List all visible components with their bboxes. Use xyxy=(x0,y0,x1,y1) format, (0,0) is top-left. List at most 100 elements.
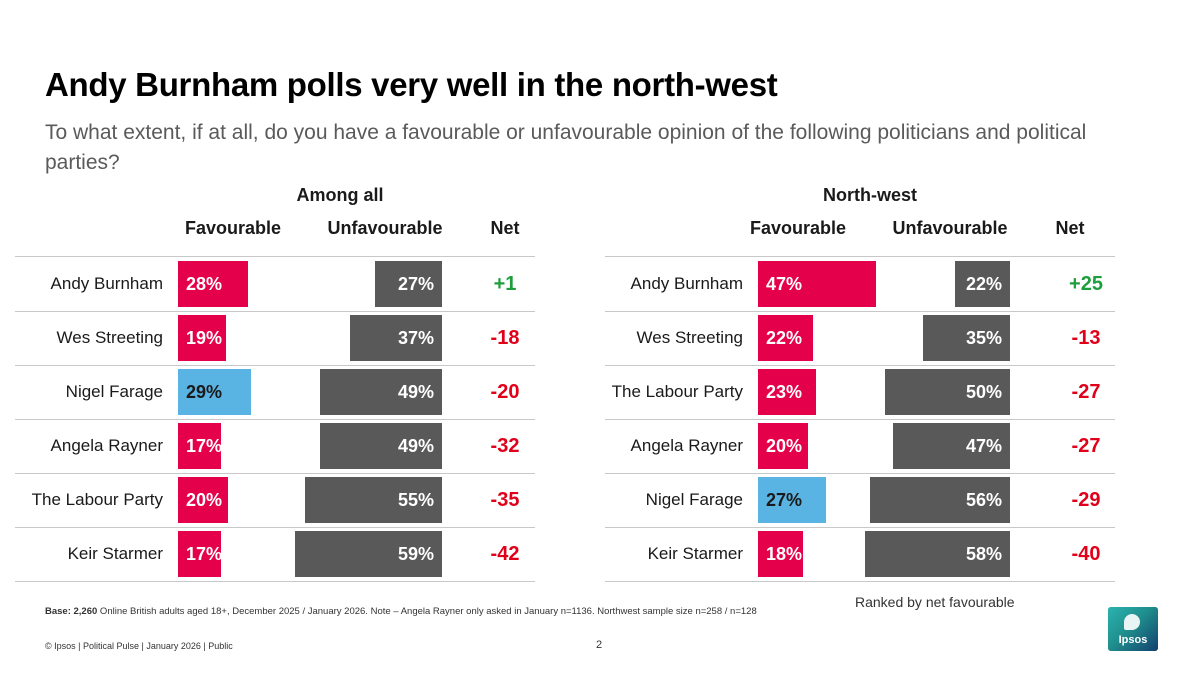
favourable-bar xyxy=(758,531,803,577)
unfavourable-bar xyxy=(319,369,442,415)
unfavourable-value-label: 49% xyxy=(397,436,434,456)
favourable-value-label: 29% xyxy=(186,382,223,402)
unfavourable-value-label: 35% xyxy=(965,328,1002,348)
unfavourable-value-label: 56% xyxy=(965,490,1002,510)
panel-among-all: Among all Favourable Unfavourable Net An… xyxy=(15,185,535,585)
column-header-unfavourable: Unfavourable xyxy=(892,218,1008,238)
column-header-unfavourable: Unfavourable xyxy=(327,218,443,238)
unfavourable-value-label: 27% xyxy=(397,274,434,294)
favourable-value-label: 28% xyxy=(186,274,223,294)
row-label: Angela Rayner xyxy=(50,436,163,455)
row-label: Keir Starmer xyxy=(67,544,163,563)
net-value: -27 xyxy=(1071,381,1101,403)
unfavourable-value-label: 50% xyxy=(965,382,1002,402)
favourable-bar xyxy=(758,369,816,415)
unfavourable-value-label: 55% xyxy=(397,490,434,510)
column-header-favourable: Favourable xyxy=(184,218,282,238)
panel-north-west: North-west Favourable Unfavourable Net A… xyxy=(605,185,1115,585)
column-header-net: Net xyxy=(1055,218,1085,238)
favourable-bar xyxy=(178,261,248,307)
favourable-bar xyxy=(178,423,221,469)
row-label: Wes Streeting xyxy=(636,328,743,347)
column-header-favourable: Favourable xyxy=(749,218,847,238)
unfavourable-value-label: 37% xyxy=(397,328,434,348)
favourable-value-label: 27% xyxy=(766,490,803,510)
favourable-bar xyxy=(758,477,826,523)
unfavourable-value-label: 47% xyxy=(965,436,1002,456)
net-value: -32 xyxy=(490,435,520,457)
table-row: The Labour Party 20% 55% -35 xyxy=(15,473,535,528)
column-header-net: Net xyxy=(490,218,520,238)
favourable-bar xyxy=(178,531,221,577)
slide-title: Andy Burnham polls very well in the nort… xyxy=(45,66,778,103)
net-value: -40 xyxy=(1071,543,1101,565)
footnote: Base: 2,260 Online British adults aged 1… xyxy=(45,606,757,617)
favourable-value-label: 17% xyxy=(186,544,223,564)
net-value: -42 xyxy=(490,543,520,565)
net-value: -35 xyxy=(490,489,520,511)
favourable-bar xyxy=(178,477,228,523)
table-row: The Labour Party 23% 50% -27 xyxy=(605,365,1115,420)
favourable-value-label: 20% xyxy=(186,490,223,510)
table-row: Andy Burnham 28% 27% +1 xyxy=(15,257,535,312)
ranked-note: Ranked by net favourable xyxy=(855,594,1015,610)
favourable-value-label: 17% xyxy=(186,436,223,456)
row-label: Nigel Farage xyxy=(65,382,163,401)
favourable-value-label: 23% xyxy=(766,382,803,402)
net-value: +1 xyxy=(493,273,517,295)
favourable-bar xyxy=(758,261,876,307)
row-label: Angela Rayner xyxy=(630,436,743,455)
net-value: -27 xyxy=(1071,435,1101,457)
slide-subtitle: To what extent, if at all, do you have a… xyxy=(45,121,1087,174)
favourable-bar xyxy=(758,315,813,361)
favourable-value-label: 19% xyxy=(186,328,223,348)
favourable-value-label: 20% xyxy=(766,436,803,456)
row-label: Nigel Farage xyxy=(645,490,743,509)
favourable-bar xyxy=(178,315,226,361)
net-value: -29 xyxy=(1071,489,1101,511)
table-row: Keir Starmer 18% 58% -40 xyxy=(605,527,1115,582)
table-row: Nigel Farage 27% 56% -29 xyxy=(605,473,1115,528)
favourable-value-label: 22% xyxy=(766,328,803,348)
favourable-bar xyxy=(178,369,251,415)
table-row: Wes Streeting 19% 37% -18 xyxy=(15,311,535,366)
unfavourable-value-label: 59% xyxy=(397,544,434,564)
page-number: 2 xyxy=(596,639,603,651)
footnote-base: Base: 2,260 xyxy=(45,606,98,617)
net-value: +25 xyxy=(1069,273,1103,295)
unfavourable-value-label: 58% xyxy=(965,544,1002,564)
row-label: Andy Burnham xyxy=(50,274,163,293)
copyright: © Ipsos | Political Pulse | January 2026… xyxy=(45,641,233,651)
unfavourable-bar xyxy=(865,531,1010,577)
net-value: -20 xyxy=(490,381,520,403)
unfavourable-bar xyxy=(955,261,1010,307)
row-label: Keir Starmer xyxy=(647,544,743,563)
unfavourable-bar xyxy=(319,423,442,469)
table-row: Angela Rayner 17% 49% -32 xyxy=(15,419,535,474)
panel-title: North-west xyxy=(823,185,917,205)
unfavourable-value-label: 22% xyxy=(965,274,1002,294)
unfavourable-bar xyxy=(885,369,1010,415)
net-value: -18 xyxy=(490,327,520,349)
panel-title: Among all xyxy=(296,185,384,205)
unfavourable-bar xyxy=(374,261,442,307)
table-row: Andy Burnham 47% 22% +25 xyxy=(605,257,1115,312)
unfavourable-value-label: 49% xyxy=(397,382,434,402)
row-label: The Labour Party xyxy=(31,490,163,509)
row-label: The Labour Party xyxy=(611,382,743,401)
row-label: Andy Burnham xyxy=(630,274,743,293)
unfavourable-bar xyxy=(349,315,442,361)
rows-container: Andy Burnham 28% 27% +1 Wes Streeting 19% 37% -… xyxy=(15,256,535,582)
unfavourable-bar xyxy=(294,531,442,577)
ipsos-logo: Ipsos xyxy=(1108,607,1158,651)
favourable-value-label: 47% xyxy=(766,274,803,294)
unfavourable-bar xyxy=(892,423,1010,469)
row-label: Wes Streeting xyxy=(56,328,163,347)
unfavourable-bar xyxy=(304,477,442,523)
logo-text: Ipsos xyxy=(1118,634,1148,646)
footnote-text: Online British adults aged 18+, December… xyxy=(97,606,757,617)
favourable-bar xyxy=(758,423,808,469)
table-row: Wes Streeting 22% 35% -13 xyxy=(605,311,1115,366)
rows-container: Andy Burnham 47% 22% +25 Wes Streeting 22% 35%… xyxy=(605,256,1115,582)
net-value: -13 xyxy=(1071,327,1101,349)
